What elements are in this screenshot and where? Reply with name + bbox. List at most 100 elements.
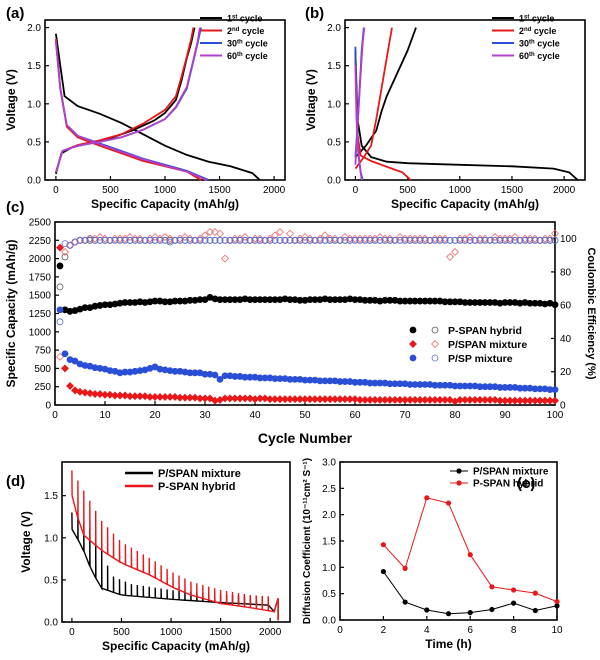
y-tick-label: 0.0 [44,618,58,629]
y2-tick-label: 20 [560,367,572,378]
capacity-point [76,387,84,396]
x-tick-label: 1000 [449,185,472,196]
efficiency-point [371,236,379,244]
efficiency-point [441,236,449,244]
efficiency-point [346,236,354,244]
x-tick-label: 20 [149,410,161,421]
panel-label: (c) [6,199,24,216]
efficiency-point [151,236,159,244]
legend-label: 1st cycle [227,14,262,24]
panel-a: 0 500 1000 1500 2000 0.0 0.5 1.0 1.5 2.0 Specific … [4,5,286,211]
capacity-point [61,364,69,373]
x-tick-label: 40 [249,410,261,421]
efficiency-point [501,236,509,244]
efficiency-point [436,236,444,244]
legend-marker [456,468,462,474]
x-axis-label: Cycle Number [258,430,353,446]
x-tick-label: 2 [381,625,387,636]
efficiency-point [391,236,399,244]
efficiency-point [401,236,409,244]
y2-tick-label: 0 [560,401,566,412]
efficiency-point [141,236,149,244]
efficiency-point [61,253,69,261]
efficiency-point [156,236,164,244]
efficiency-point [146,236,154,244]
efficiency-point [481,236,489,244]
efficiency-point [226,236,234,244]
y-tick-label: 1750 [29,272,52,283]
plot-frame [344,19,586,181]
legend-label: 60th cycle [519,51,560,61]
efficiency-point [451,247,459,256]
efficiency-point [276,236,284,244]
y-tick-label: 750 [34,346,51,357]
efficiency-point [251,236,259,244]
legend-label: P/SP mixture [448,353,513,365]
y2-axis-label: Coulombic Efficiency (%) [585,247,597,379]
capacity-point [61,350,69,358]
legend-label: P/SPAN mixture [448,339,527,351]
efficiency-point [306,236,314,244]
legend-label: P/SPAN mixture [158,468,241,480]
y-tick-label: 0.5 [44,575,58,586]
y-tick-label: 0.0 [27,176,41,187]
efficiency-point [246,236,254,244]
y-tick-label: 0.5 [327,137,341,148]
capacity-point [56,262,64,270]
gitt-curve [71,470,279,621]
x-tick-label: 0 [353,185,359,196]
x-tick-label: 10 [99,410,111,421]
efficiency-point [131,236,139,244]
gitt-curve [71,512,279,621]
efficiency-point [536,236,544,244]
efficiency-point [486,236,494,244]
x-axis-label: Time (h) [425,637,471,651]
efficiency-point [301,236,309,244]
diffusion-point [402,599,408,605]
x-tick-label: 1000 [160,627,183,638]
panel-label: (a) [6,5,24,22]
panel-c: 0 10 20 30 40 50 60 70 80 90 100025050075010001250… [4,199,597,446]
diffusion-point [467,610,473,616]
diffusion-line [383,497,558,603]
x-tick-label: 1000 [154,185,177,196]
y-tick-label: 0.0 [322,616,336,627]
capacity-point [171,392,179,401]
efficiency-point [166,238,174,246]
diffusion-point [402,565,408,571]
efficiency-point [256,236,264,244]
efficiency-point [331,234,339,243]
efficiency-point [216,236,224,244]
y-tick-label: 1.5 [327,61,341,72]
x-tick-label: 1500 [208,185,231,196]
y-tick-label: 2.0 [322,510,336,521]
efficiency-point [321,236,329,244]
efficiency-point [161,236,169,244]
efficiency-point [516,236,524,244]
x-tick-label: 1500 [501,185,524,196]
efficiency-point [551,236,559,244]
legend-marker [456,480,462,486]
diffusion-point [380,568,386,575]
y-tick-label: 1.0 [27,99,41,110]
diffusion-point [380,542,386,548]
legend-label: P/SPAN mixture [473,467,549,478]
legend-marker-filled [409,326,417,334]
plot-frame [61,461,291,623]
efficiency-point [101,236,109,244]
efficiency-point [221,254,229,263]
efficiency-point [441,234,449,243]
efficiency-point [311,236,319,244]
y-tick-label: 1.0 [44,533,58,544]
y-axis-label: Voltage (V) [304,69,318,131]
legend-marker-open [431,354,439,362]
efficiency-point [511,233,519,241]
discharge-curve [354,50,579,181]
efficiency-point [426,236,434,244]
efficiency-point [526,236,534,244]
legend-label: 30th cycle [227,39,268,49]
efficiency-point [521,236,529,244]
efficiency-point [271,231,279,240]
efficiency-point [446,236,454,244]
y-axis-label: Specific Capacity (mAh/g) [4,239,18,387]
